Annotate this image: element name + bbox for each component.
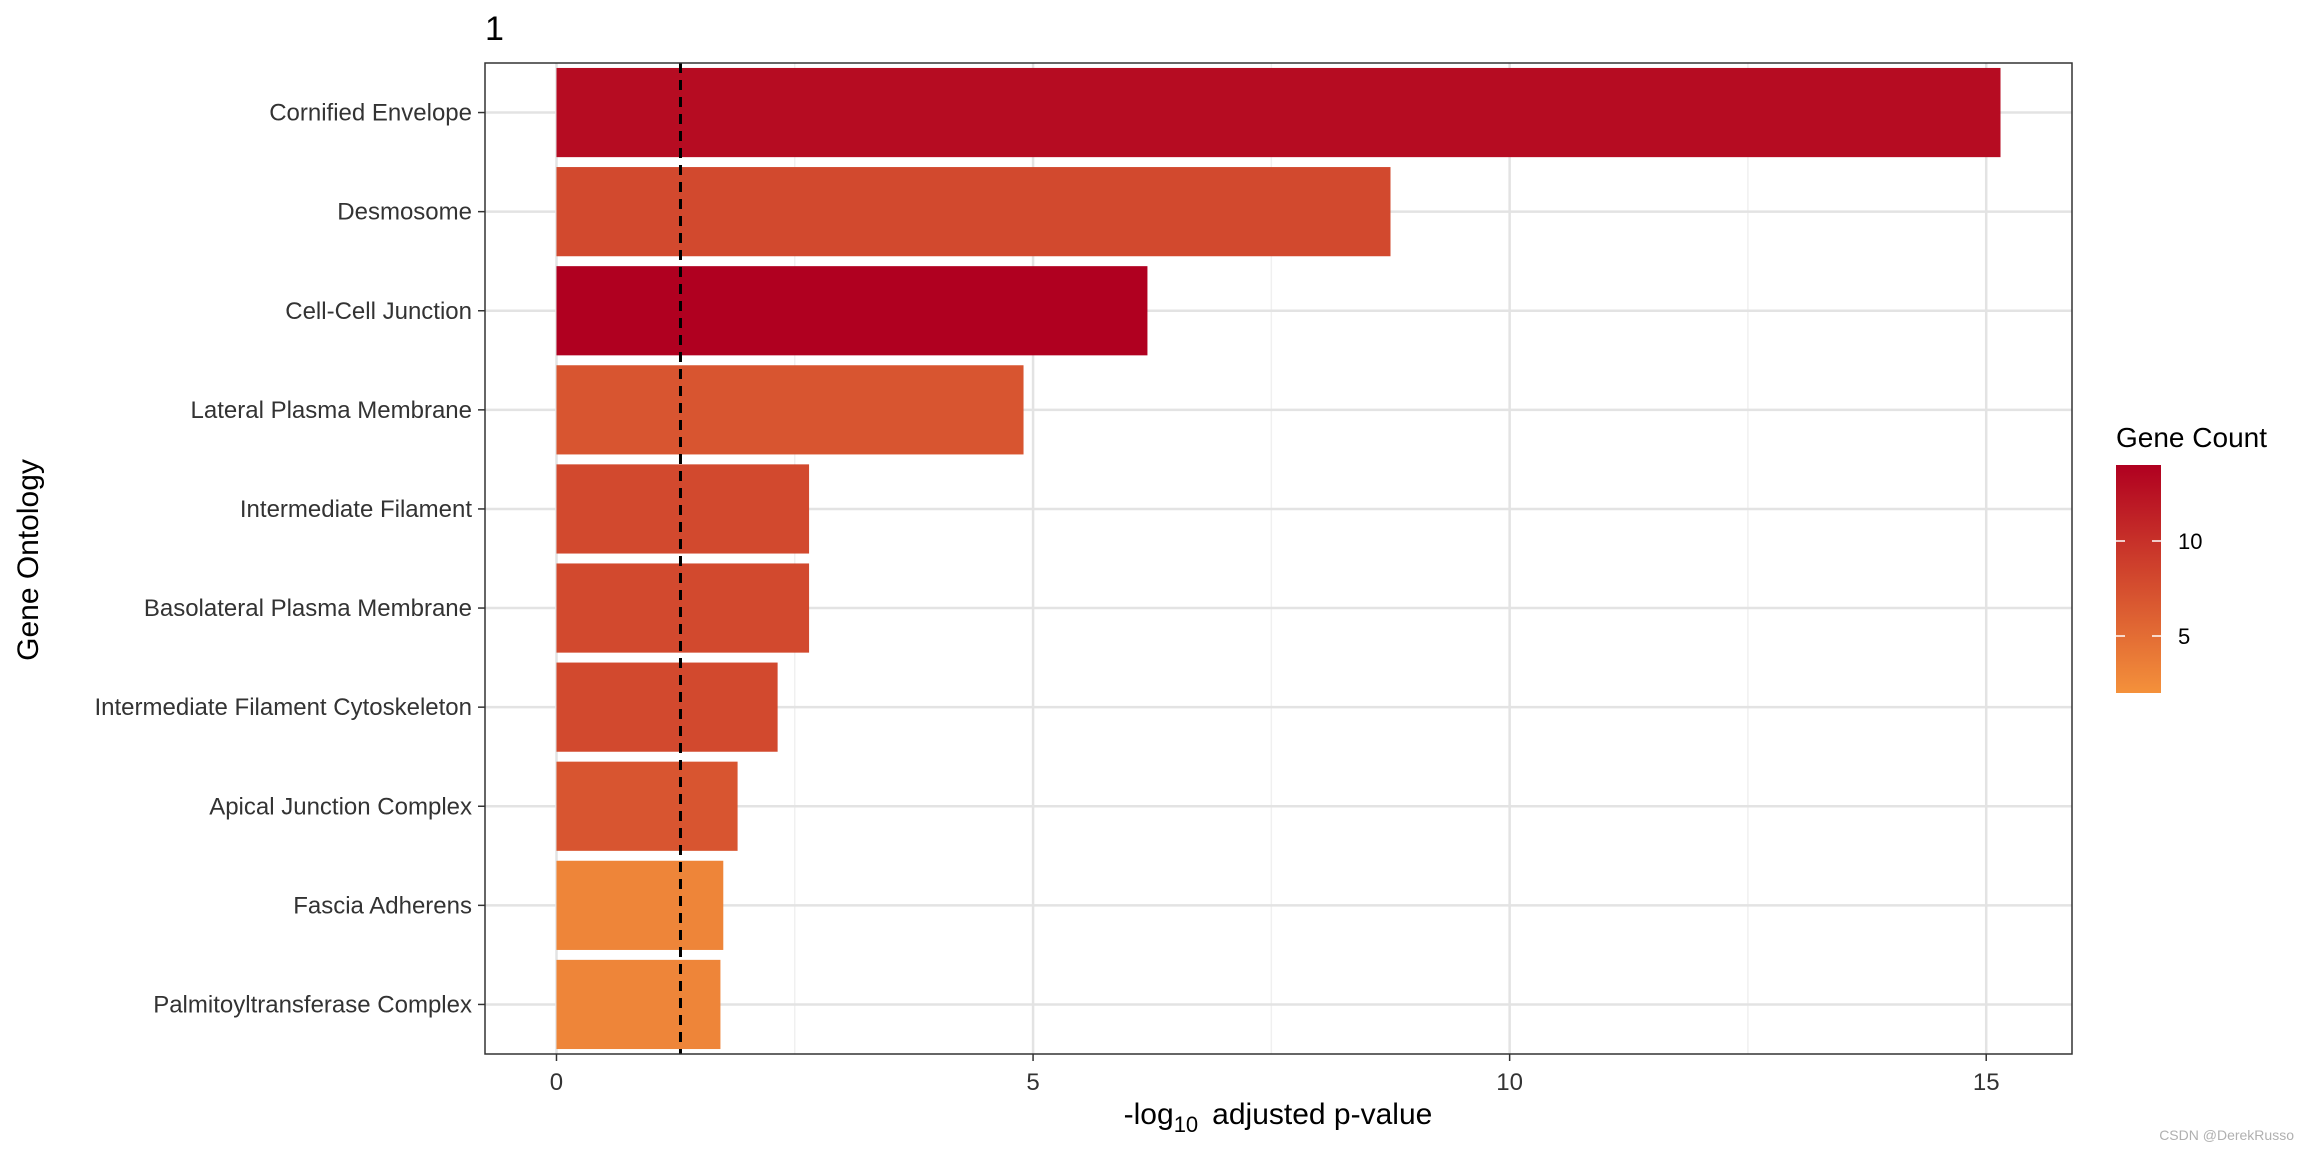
x-tick-label: 15 xyxy=(1973,1069,2000,1096)
category-label: Intermediate Filament xyxy=(240,496,472,523)
category-label: Cornified Envelope xyxy=(269,100,472,127)
legend-tick-label: 10 xyxy=(2178,529,2202,554)
category-label: Cell-Cell Junction xyxy=(285,298,472,325)
category-label: Fascia Adherens xyxy=(293,892,472,919)
x-axis-title-prefix: -log xyxy=(1124,1098,1174,1131)
x-axis-title-suffix: adjusted p-value xyxy=(1212,1098,1432,1131)
x-axis-title-subscript: 10 xyxy=(1174,1112,1198,1137)
bar xyxy=(556,761,738,851)
bar xyxy=(556,167,1391,257)
x-tick-label: 5 xyxy=(1026,1069,1039,1096)
x-tick-label: 10 xyxy=(1496,1069,1523,1096)
category-label: Basolateral Plasma Membrane xyxy=(144,595,472,622)
watermark: CSDN @DerekRusso xyxy=(2159,1127,2294,1143)
x-tick-label: 0 xyxy=(550,1069,563,1096)
bar xyxy=(556,67,2001,158)
legend-tick-label: 5 xyxy=(2178,624,2190,649)
category-label: Palmitoyltransferase Complex xyxy=(153,991,472,1018)
x-axis-title: -log10 adjusted p-value xyxy=(1124,1098,1433,1137)
x-axis-ticks: 0 5 10 15 xyxy=(550,1054,2000,1096)
panel-border xyxy=(484,62,2073,1055)
bar xyxy=(556,662,778,752)
bar xyxy=(556,266,1148,356)
y-axis-title: Gene Ontology xyxy=(12,459,45,661)
category-label: Intermediate Filament Cytoskeleton xyxy=(94,694,472,721)
legend: Gene Count 5 10 xyxy=(2116,422,2267,693)
panel-tag: 1 xyxy=(485,10,504,48)
y-axis-categories: Cornified Envelope Desmosome Cell-Cell Jun… xyxy=(94,100,485,1018)
bar xyxy=(556,464,810,554)
legend-title: Gene Count xyxy=(2116,422,2267,453)
category-label: Apical Junction Complex xyxy=(209,793,472,820)
legend-colorbar xyxy=(2116,465,2161,693)
category-label: Desmosome xyxy=(337,199,472,226)
bars xyxy=(556,67,2001,1050)
bar xyxy=(556,959,721,1050)
legend-ticks: 5 10 xyxy=(2116,529,2202,649)
category-label: Lateral Plasma Membrane xyxy=(191,397,472,424)
bar xyxy=(556,860,724,950)
bar xyxy=(556,563,810,653)
bar xyxy=(556,365,1024,455)
